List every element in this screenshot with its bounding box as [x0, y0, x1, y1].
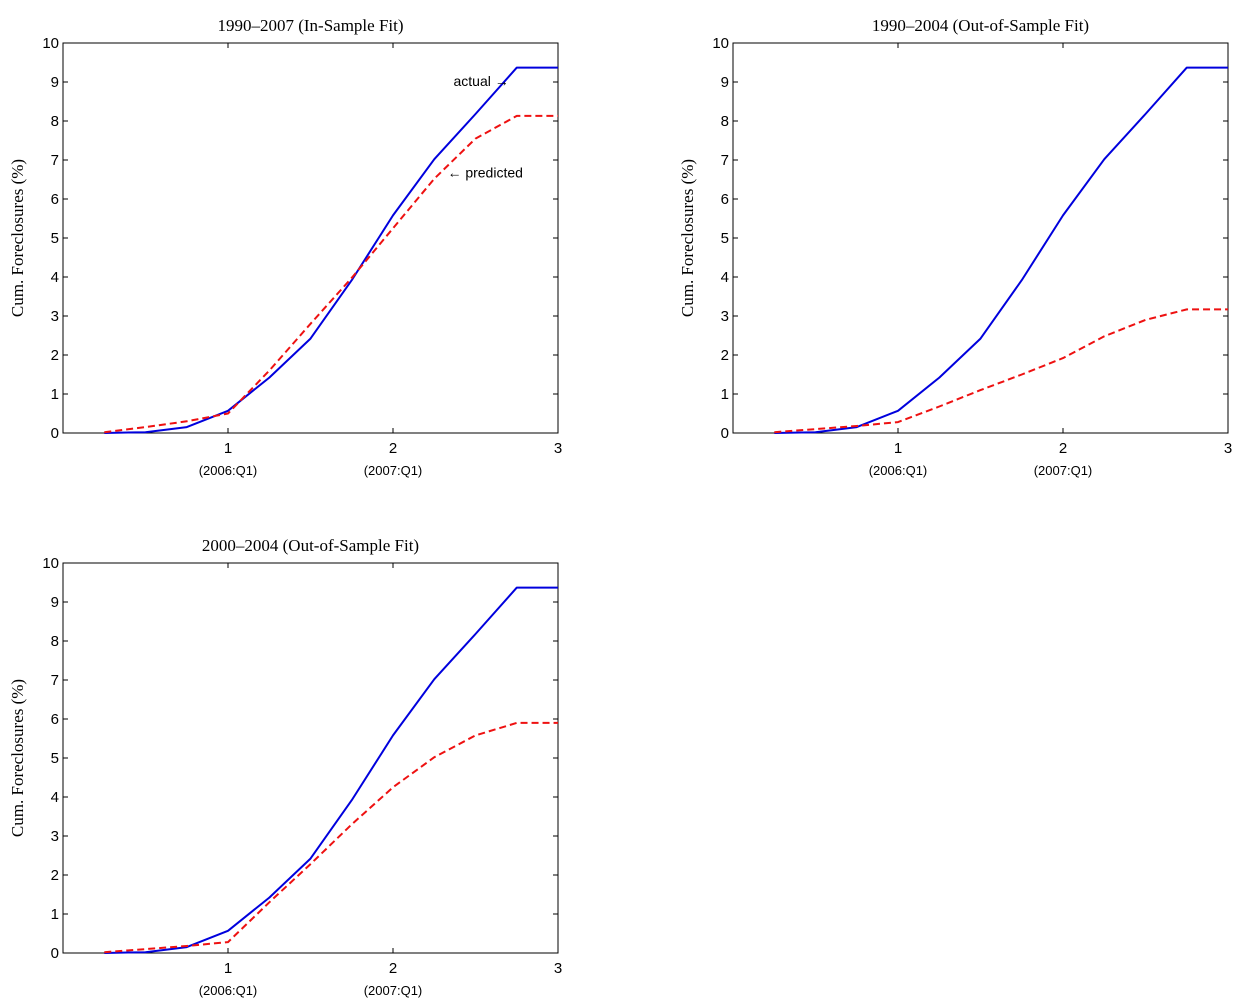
axes-box [732, 42, 1229, 434]
y-axis-label: Cum. Foreclosures (%) [678, 159, 697, 317]
y-tick-label: 5 [721, 230, 729, 247]
x-tick-label: 3 [1224, 440, 1232, 457]
x-tick-label: 2 [389, 440, 397, 457]
series-line-actual [104, 66, 558, 434]
y-axis-label: Cum. Foreclosures (%) [8, 679, 27, 837]
x-tick-label: 2 [1059, 440, 1067, 457]
chart-title: 1990–2004 (Out-of-Sample Fit) [872, 16, 1089, 35]
chart-title: 2000–2004 (Out-of-Sample Fit) [202, 536, 419, 555]
series-line-actual [774, 66, 1228, 434]
x-tick-label: 2 [389, 960, 397, 977]
y-tick-label: 7 [51, 152, 59, 169]
x-tick-label: 1 [224, 440, 232, 457]
x-tick-label: 1 [224, 960, 232, 977]
y-tick-label: 10 [712, 35, 729, 52]
axes-box [62, 42, 559, 434]
y-tick-label: 10 [42, 35, 59, 52]
series-line-predicted [104, 114, 558, 434]
y-tick-label: 5 [51, 750, 59, 767]
series-line-predicted [104, 721, 558, 954]
y-tick-label: 4 [721, 269, 729, 286]
y-tick-label: 10 [42, 555, 59, 572]
y-tick-label: 2 [51, 867, 59, 884]
y-tick-label: 0 [51, 945, 59, 962]
y-axis-label: Cum. Foreclosures (%) [8, 159, 27, 317]
axes-box [62, 562, 559, 954]
y-tick-label: 0 [721, 425, 729, 442]
y-tick-label: 8 [721, 113, 729, 130]
y-tick-label: 5 [51, 230, 59, 247]
x-tick-sublabel: (2006:Q1) [199, 983, 258, 998]
series-line-actual [104, 586, 558, 954]
y-tick-label: 4 [51, 789, 59, 806]
y-tick-label: 2 [721, 347, 729, 364]
x-tick-sublabel: (2007:Q1) [364, 983, 423, 998]
x-tick-sublabel: (2006:Q1) [869, 463, 928, 478]
y-tick-label: 7 [721, 152, 729, 169]
chart-out-of-sample-1990-2004: 1990–2004 (Out-of-Sample Fit) Cum. Forecl… [678, 16, 1232, 478]
x-tick-sublabel: (2007:Q1) [1034, 463, 1093, 478]
y-tick-label: 9 [51, 74, 59, 91]
y-tick-label: 9 [51, 594, 59, 611]
y-tick-label: 7 [51, 672, 59, 689]
y-tick-label: 8 [51, 633, 59, 650]
annotation: ← predicted [447, 165, 522, 181]
x-tick-label: 3 [554, 440, 562, 457]
y-tick-label: 6 [721, 191, 729, 208]
y-tick-label: 0 [51, 425, 59, 442]
series-line-predicted [774, 308, 1228, 434]
y-tick-label: 6 [51, 191, 59, 208]
chart-out-of-sample-2000-2004: 2000–2004 (Out-of-Sample Fit) Cum. Forecl… [8, 536, 562, 998]
x-tick-label: 3 [554, 960, 562, 977]
y-tick-label: 1 [51, 906, 59, 923]
chart-title: 1990–2007 (In-Sample Fit) [217, 16, 403, 35]
x-tick-sublabel: (2007:Q1) [364, 463, 423, 478]
y-tick-label: 9 [721, 74, 729, 91]
y-tick-label: 1 [721, 386, 729, 403]
y-tick-label: 3 [51, 308, 59, 325]
y-tick-label: 2 [51, 347, 59, 364]
y-tick-label: 3 [721, 308, 729, 325]
y-tick-label: 4 [51, 269, 59, 286]
annotation: actual → [454, 73, 509, 89]
y-tick-label: 8 [51, 113, 59, 130]
chart-in-sample-1990-2007: 1990–2007 (In-Sample Fit) Cum. Foreclosur… [8, 16, 562, 478]
y-tick-label: 6 [51, 711, 59, 728]
x-tick-sublabel: (2006:Q1) [199, 463, 258, 478]
y-tick-label: 1 [51, 386, 59, 403]
y-tick-label: 3 [51, 828, 59, 845]
x-tick-label: 1 [894, 440, 902, 457]
